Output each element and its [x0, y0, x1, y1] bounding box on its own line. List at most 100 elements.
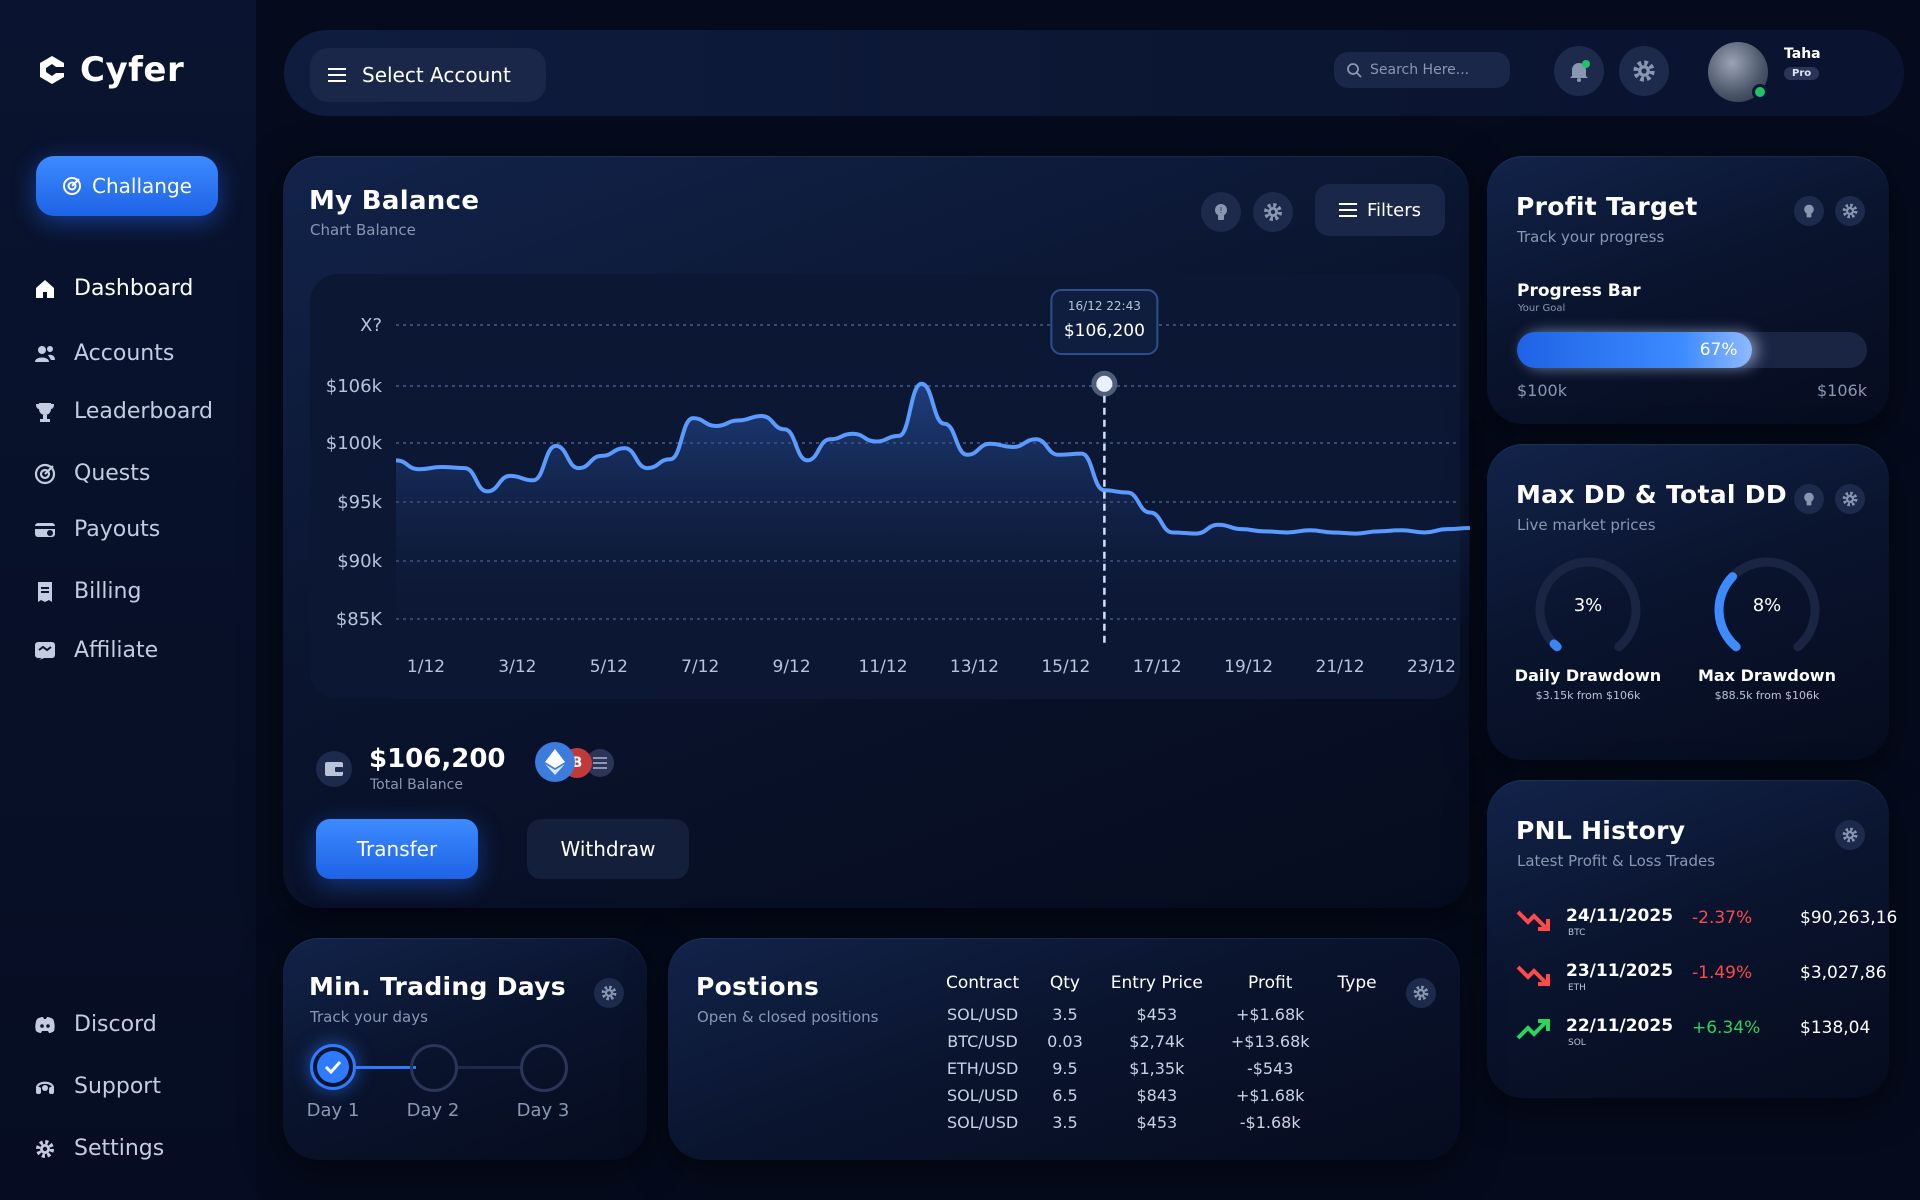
- sidebar-item-discord[interactable]: Discord: [34, 1012, 157, 1037]
- profit-target-subtitle: Track your progress: [1517, 228, 1665, 246]
- pnl-panel: [1487, 780, 1889, 1098]
- search-input[interactable]: Search Here...: [1334, 52, 1510, 88]
- headset-icon: [35, 1081, 55, 1094]
- type-cell: [1324, 1055, 1391, 1082]
- progress-fill: 67%: [1517, 332, 1752, 368]
- progress-max-label: $106k: [1817, 381, 1867, 400]
- trading-days-settings-button[interactable]: [594, 978, 624, 1008]
- x-tick-label: 9/12: [773, 657, 811, 677]
- x-tick-label: 11/12: [859, 657, 908, 677]
- pnl-amount: $3,027,86: [1800, 963, 1887, 983]
- select-account-label: Select Account: [362, 63, 511, 87]
- day-1-step[interactable]: [310, 1044, 356, 1090]
- max-drawdown-gauge: [1714, 557, 1820, 652]
- contract-cell: SOL/USD: [946, 1086, 1019, 1105]
- y-tick-label: $106k: [326, 376, 383, 397]
- svg-text:!: !: [1219, 206, 1222, 215]
- day-2-step[interactable]: [410, 1044, 458, 1092]
- daily-drawdown-label: Daily Drawdown: [1514, 666, 1662, 685]
- sidebar-item-accounts[interactable]: Accounts: [34, 341, 174, 366]
- table-row[interactable]: ETH/USD 9.5 $1,35k -$543: [932, 1055, 1391, 1082]
- drawdown-help-button[interactable]: [1794, 484, 1824, 514]
- max-drawdown-percent: 8%: [1752, 595, 1782, 616]
- column-header[interactable]: Type: [1337, 973, 1377, 993]
- users-icon: [35, 345, 55, 362]
- x-tick-label: 7/12: [681, 657, 719, 677]
- chart-settings-button[interactable]: [1253, 192, 1293, 232]
- sidebar-item-billing[interactable]: Billing: [34, 579, 141, 604]
- challenge-button[interactable]: Challange: [36, 156, 218, 216]
- contract-cell: SOL/USD: [946, 1113, 1019, 1132]
- highlight-point[interactable]: [1096, 375, 1113, 392]
- help-button[interactable]: !: [1201, 192, 1241, 232]
- online-status-dot: [1752, 84, 1768, 100]
- positions-title: Postions: [696, 972, 820, 1001]
- entry-cell: $843: [1136, 1086, 1178, 1105]
- transfer-button[interactable]: Transfer: [316, 819, 478, 879]
- sidebar-item-quests[interactable]: Quests: [34, 461, 150, 486]
- settings-button[interactable]: [1619, 46, 1669, 96]
- max-drawdown-sub: $88.5k from $106k: [1714, 689, 1820, 702]
- y-tick-label: X?: [360, 315, 382, 336]
- day-3-step[interactable]: [520, 1044, 568, 1092]
- column-header[interactable]: Qty: [1049, 973, 1080, 993]
- qty-cell: 3.5: [1052, 1113, 1078, 1132]
- sidebar-item-label: Dashboard: [74, 276, 194, 301]
- y-tick-label: $85K: [336, 609, 383, 630]
- entry-cell: $453: [1136, 1113, 1178, 1132]
- drawdown-settings-button[interactable]: [1835, 484, 1865, 514]
- wallet-icon: [325, 762, 343, 776]
- column-header[interactable]: Contract: [946, 973, 1020, 993]
- sidebar-item-settings[interactable]: Settings: [34, 1136, 164, 1161]
- balance-chart[interactable]: X? $106k $100k $95k $90k $85K 1/12 3/12 5/12 7/12…: [310, 274, 1470, 704]
- x-tick-label: 1/12: [407, 657, 445, 677]
- table-row[interactable]: SOL/USD 3.5 $453 -$1.68k: [932, 1109, 1391, 1136]
- trend-down-icon: [1516, 910, 1550, 931]
- balance-area: [396, 383, 1470, 624]
- pnl-coin: BTC: [1568, 928, 1586, 938]
- gear-icon: [1633, 60, 1655, 82]
- list-item[interactable]: 23/11/2025 ETH -1.49% $3,027,86: [1514, 961, 1894, 1005]
- app-name: Cyfer: [80, 50, 185, 90]
- profit-help-button[interactable]: [1794, 196, 1824, 226]
- column-header[interactable]: Entry Price: [1110, 973, 1203, 993]
- daily-drawdown-sub: $3.15k from $106k: [1535, 689, 1641, 702]
- search-placeholder: Search Here...: [1370, 62, 1470, 78]
- trend-up-icon: [1516, 1019, 1550, 1040]
- profit-target-panel: [1487, 156, 1889, 424]
- sidebar-item-support[interactable]: Support: [34, 1074, 161, 1099]
- progress-track: 67%: [1517, 332, 1867, 368]
- column-header[interactable]: Profit: [1248, 973, 1293, 993]
- notifications-button[interactable]: [1554, 46, 1604, 96]
- sidebar-item-affiliate[interactable]: Affiliate: [34, 638, 158, 663]
- total-balance-amount: $106,200: [369, 744, 506, 774]
- filters-button[interactable]: Filters: [1315, 184, 1445, 236]
- table-row[interactable]: SOL/USD 3.5 $453 +$1.68k: [932, 1001, 1391, 1028]
- gear-icon: [1264, 203, 1282, 221]
- pnl-date: 24/11/2025: [1566, 906, 1674, 926]
- select-account-button[interactable]: Select Account: [310, 48, 546, 102]
- sidebar-item-payouts[interactable]: Payouts: [34, 517, 160, 542]
- qty-cell: 9.5: [1052, 1059, 1078, 1078]
- positions-subtitle: Open & closed positions: [697, 1008, 879, 1026]
- balance-line: [395, 381, 1470, 536]
- table-row[interactable]: BTC/USD 0.03 $2,74k +$13.68k: [932, 1028, 1391, 1055]
- logo[interactable]: Cyfer: [36, 50, 184, 90]
- list-item[interactable]: 22/11/2025 SOL +6.34% $138,04: [1514, 1016, 1894, 1060]
- gear-icon: [1842, 491, 1858, 507]
- profit-settings-button[interactable]: [1835, 196, 1865, 226]
- positions-settings-button[interactable]: [1406, 978, 1436, 1008]
- pnl-settings-button[interactable]: [1835, 820, 1865, 850]
- target-icon: [34, 463, 56, 484]
- lightbulb-icon: !: [1215, 204, 1227, 220]
- filters-label: Filters: [1367, 199, 1421, 221]
- withdraw-button[interactable]: Withdraw: [527, 819, 689, 879]
- wallet-icon: [35, 522, 55, 537]
- table-row[interactable]: SOL/USD 6.5 $843 +$1.68k: [932, 1082, 1391, 1109]
- sidebar-item-dashboard[interactable]: Dashboard: [34, 276, 193, 301]
- lightbulb-icon: [1804, 204, 1814, 218]
- sidebar-item-leaderboard[interactable]: Leaderboard: [34, 399, 213, 424]
- list-item[interactable]: 24/11/2025 BTC -2.37% $90,263,16: [1514, 906, 1897, 950]
- sidebar-item-label: Settings: [74, 1136, 165, 1161]
- tooltip-value: $106,200: [1064, 321, 1145, 341]
